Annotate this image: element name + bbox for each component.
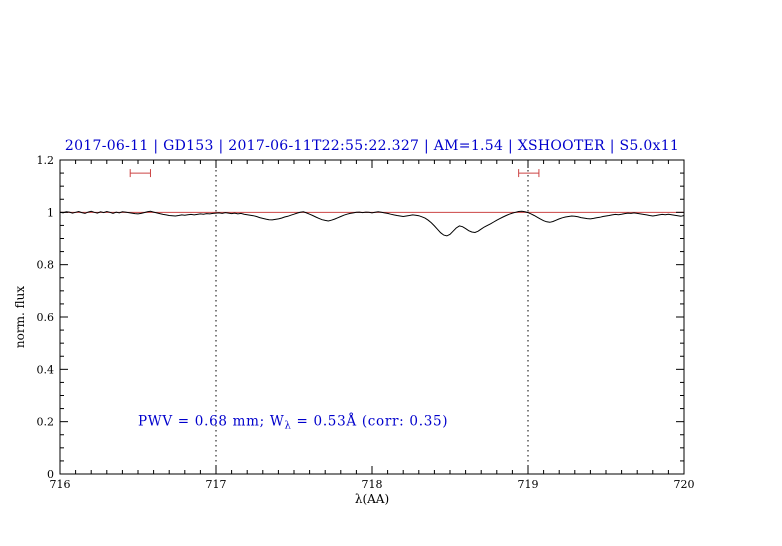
y-tick-label: 0.4 <box>37 363 55 376</box>
annotation-subscript: λ <box>284 421 291 432</box>
x-tick-label: 716 <box>50 478 71 491</box>
spectrum-line <box>59 210 685 237</box>
x-tick-label: 718 <box>362 478 383 491</box>
annotation-main: PWV = 0.68 mm; W <box>138 414 284 430</box>
pwv-annotation: PWV = 0.68 mm; Wλ = 0.53Å (corr: 0.35) <box>138 414 448 432</box>
chart-title: 2017-06-11 | GD153 | 2017-06-11T22:55:22… <box>65 138 679 154</box>
y-axis-label: norm. flux <box>13 286 27 348</box>
annotation-tail: = 0.53Å (corr: 0.35) <box>292 414 449 430</box>
plot-layer: 716 717 718 719 720 0 0.2 0.4 0.6 0.8 1 1.2 <box>37 154 695 491</box>
x-tick-label: 720 <box>674 478 695 491</box>
x-tick-label: 719 <box>518 478 539 491</box>
y-tick-label: 1.2 <box>37 154 55 167</box>
y-tick-label: 0 <box>47 468 54 481</box>
y-tick-label: 0.2 <box>37 416 55 429</box>
x-tick-label: 717 <box>206 478 227 491</box>
x-axis-label: λ(AA) <box>355 492 389 506</box>
y-tick-label: 0.8 <box>37 259 55 272</box>
y-tick-label: 1 <box>47 206 54 219</box>
y-tick-label: 0.6 <box>37 311 55 324</box>
